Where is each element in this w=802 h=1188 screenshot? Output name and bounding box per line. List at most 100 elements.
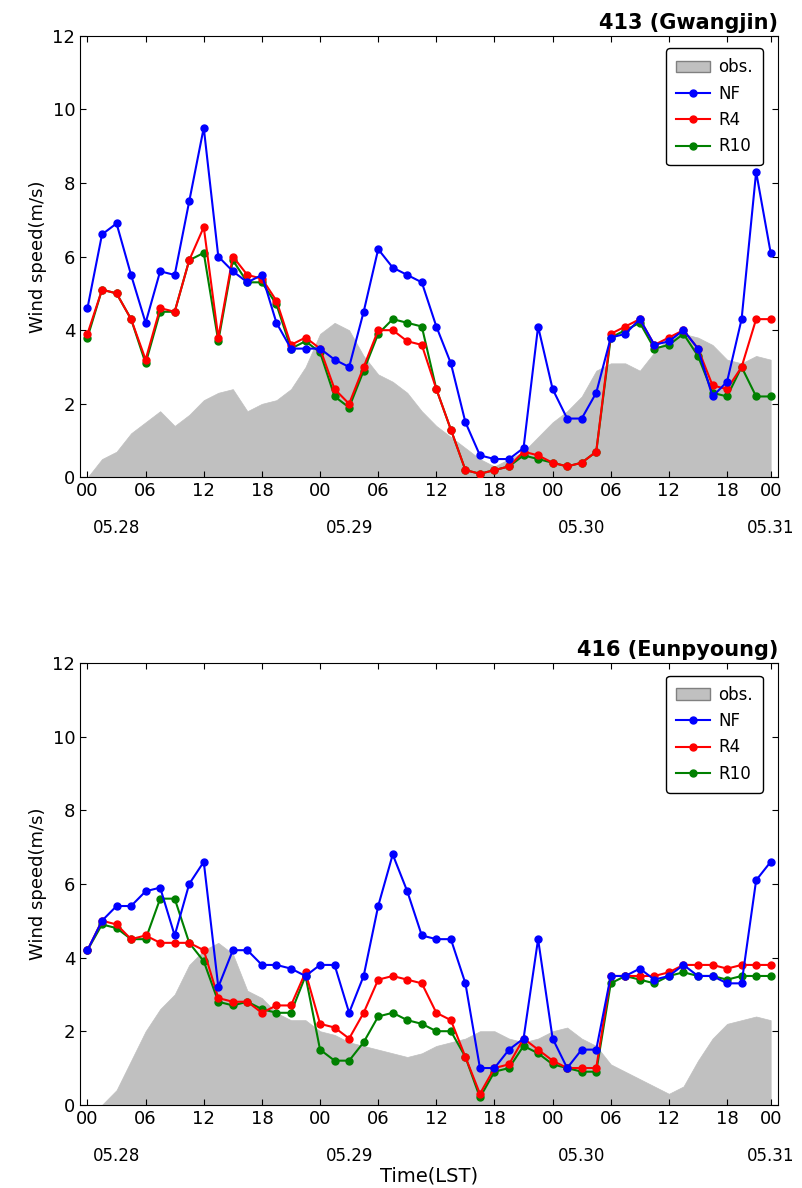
R10 — [490, 463, 500, 478]
NF — [475, 448, 484, 462]
R4 — [723, 961, 732, 975]
NF — [403, 267, 412, 282]
R10 — [358, 364, 368, 378]
R10 — [678, 965, 688, 979]
R4 — [358, 1006, 368, 1020]
R10 — [272, 1006, 282, 1020]
NF — [751, 873, 761, 887]
R4 — [170, 304, 180, 318]
R10 — [460, 1050, 470, 1064]
R4 — [156, 936, 165, 950]
NF — [664, 969, 674, 984]
NF — [490, 451, 500, 466]
R4 — [693, 341, 703, 355]
R4 — [170, 936, 180, 950]
R10 — [562, 460, 572, 474]
R4 — [621, 969, 630, 984]
R10 — [170, 891, 180, 905]
R10 — [83, 943, 92, 958]
R4 — [286, 337, 296, 352]
R4 — [156, 301, 165, 315]
NF — [621, 969, 630, 984]
NF — [344, 1006, 354, 1020]
R4 — [272, 998, 282, 1012]
R4 — [199, 943, 209, 958]
R4 — [344, 397, 354, 411]
NF — [358, 969, 368, 984]
R4 — [199, 220, 209, 234]
NF — [664, 334, 674, 348]
R4 — [766, 312, 776, 327]
R10 — [519, 448, 529, 462]
R4 — [533, 448, 543, 462]
NF — [460, 977, 470, 991]
NF — [635, 961, 645, 975]
R10 — [97, 917, 107, 931]
Line: R4: R4 — [84, 917, 774, 1098]
R10 — [374, 327, 383, 341]
NF — [533, 320, 543, 334]
R4 — [577, 1061, 586, 1075]
R10 — [301, 969, 310, 984]
R4 — [737, 958, 747, 972]
R4 — [591, 444, 601, 459]
R10 — [330, 390, 339, 404]
NF — [242, 276, 252, 290]
R10 — [621, 969, 630, 984]
R4 — [664, 330, 674, 345]
R4 — [577, 456, 586, 470]
R10 — [548, 456, 557, 470]
R4 — [184, 936, 194, 950]
R4 — [111, 917, 121, 931]
R4 — [751, 312, 761, 327]
R10 — [504, 460, 514, 474]
NF — [737, 312, 747, 327]
NF — [577, 411, 586, 425]
NF — [519, 441, 529, 455]
NF — [475, 1061, 484, 1075]
NF — [678, 323, 688, 337]
Text: 05.31: 05.31 — [747, 1146, 795, 1164]
NF — [213, 980, 223, 994]
R4 — [403, 973, 412, 987]
R4 — [257, 1006, 267, 1020]
R10 — [606, 977, 616, 991]
NF — [431, 933, 441, 947]
R4 — [446, 423, 456, 437]
R10 — [446, 1024, 456, 1038]
NF — [126, 267, 136, 282]
R10 — [199, 954, 209, 968]
R10 — [417, 320, 427, 334]
R4 — [766, 958, 776, 972]
NF — [199, 120, 209, 134]
R10 — [431, 383, 441, 397]
R10 — [358, 1035, 368, 1049]
R10 — [403, 316, 412, 330]
R4 — [228, 249, 237, 264]
R10 — [126, 933, 136, 947]
R4 — [650, 969, 659, 984]
R4 — [301, 965, 310, 979]
R4 — [446, 1013, 456, 1028]
R10 — [737, 969, 747, 984]
NF — [723, 977, 732, 991]
R10 — [242, 276, 252, 290]
R4 — [111, 286, 121, 301]
R4 — [301, 330, 310, 345]
NF — [707, 969, 717, 984]
R4 — [126, 312, 136, 327]
R10 — [156, 891, 165, 905]
R4 — [374, 973, 383, 987]
R10 — [242, 994, 252, 1009]
R10 — [374, 1010, 383, 1024]
R4 — [126, 933, 136, 947]
NF — [257, 958, 267, 972]
R10 — [184, 253, 194, 267]
R4 — [315, 1017, 325, 1031]
NF — [126, 899, 136, 914]
R10 — [111, 286, 121, 301]
Text: 05.29: 05.29 — [326, 1146, 373, 1164]
R4 — [678, 958, 688, 972]
R10 — [126, 312, 136, 327]
R4 — [519, 444, 529, 459]
